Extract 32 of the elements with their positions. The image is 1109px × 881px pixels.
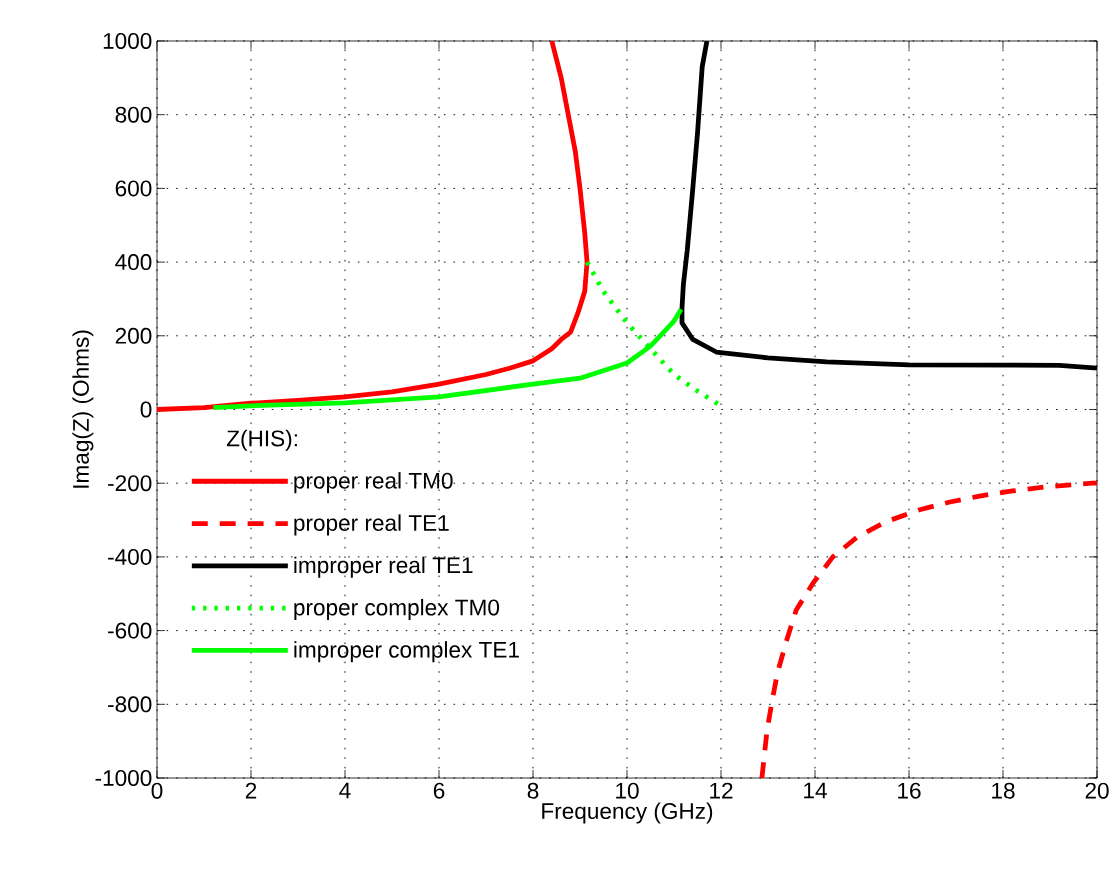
- y-tick-label: -1000: [95, 770, 152, 786]
- y-tick-label: -200: [108, 475, 152, 492]
- x-tick-label: 20: [1085, 782, 1109, 799]
- y-tick-label: 800: [115, 106, 152, 123]
- x-tick-label: 8: [527, 782, 539, 799]
- legend-title: Z(HIS):: [226, 429, 297, 451]
- y-tick-label: 200: [115, 327, 152, 344]
- x-tick-label: 12: [710, 782, 733, 799]
- legend-label: improper complex TE1: [294, 641, 519, 663]
- x-tick-label: 6: [433, 782, 445, 799]
- x-tick-label: 18: [992, 782, 1015, 799]
- x-tick-label: 16: [898, 782, 921, 799]
- legend-label: proper real TE1: [294, 514, 449, 536]
- legend-label: proper real TM0: [294, 472, 453, 494]
- x-axis-title: Frequency (GHz): [542, 802, 713, 824]
- y-tick-label: -800: [108, 696, 152, 713]
- y-tick-label: 1000: [103, 32, 152, 49]
- y-tick-label: -600: [108, 622, 152, 639]
- x-tick-label: 0: [151, 782, 163, 799]
- y-tick-label: -400: [108, 548, 152, 565]
- x-tick-label: 4: [339, 782, 351, 799]
- y-axis-title: Imag(Z) (Ohms): [72, 330, 94, 488]
- line-series: [157, 40, 590, 412]
- y-tick-label: 600: [115, 180, 152, 197]
- x-tick-label: 10: [616, 782, 639, 799]
- line-series: [759, 480, 1098, 778]
- x-tick-label: 2: [245, 782, 257, 799]
- y-tick-label: 0: [140, 401, 152, 418]
- legend-label: improper real TE1: [294, 556, 473, 578]
- y-tick-label: 400: [115, 254, 152, 271]
- legend-label: proper complex TM0: [294, 598, 500, 620]
- x-tick-label: 14: [804, 782, 827, 799]
